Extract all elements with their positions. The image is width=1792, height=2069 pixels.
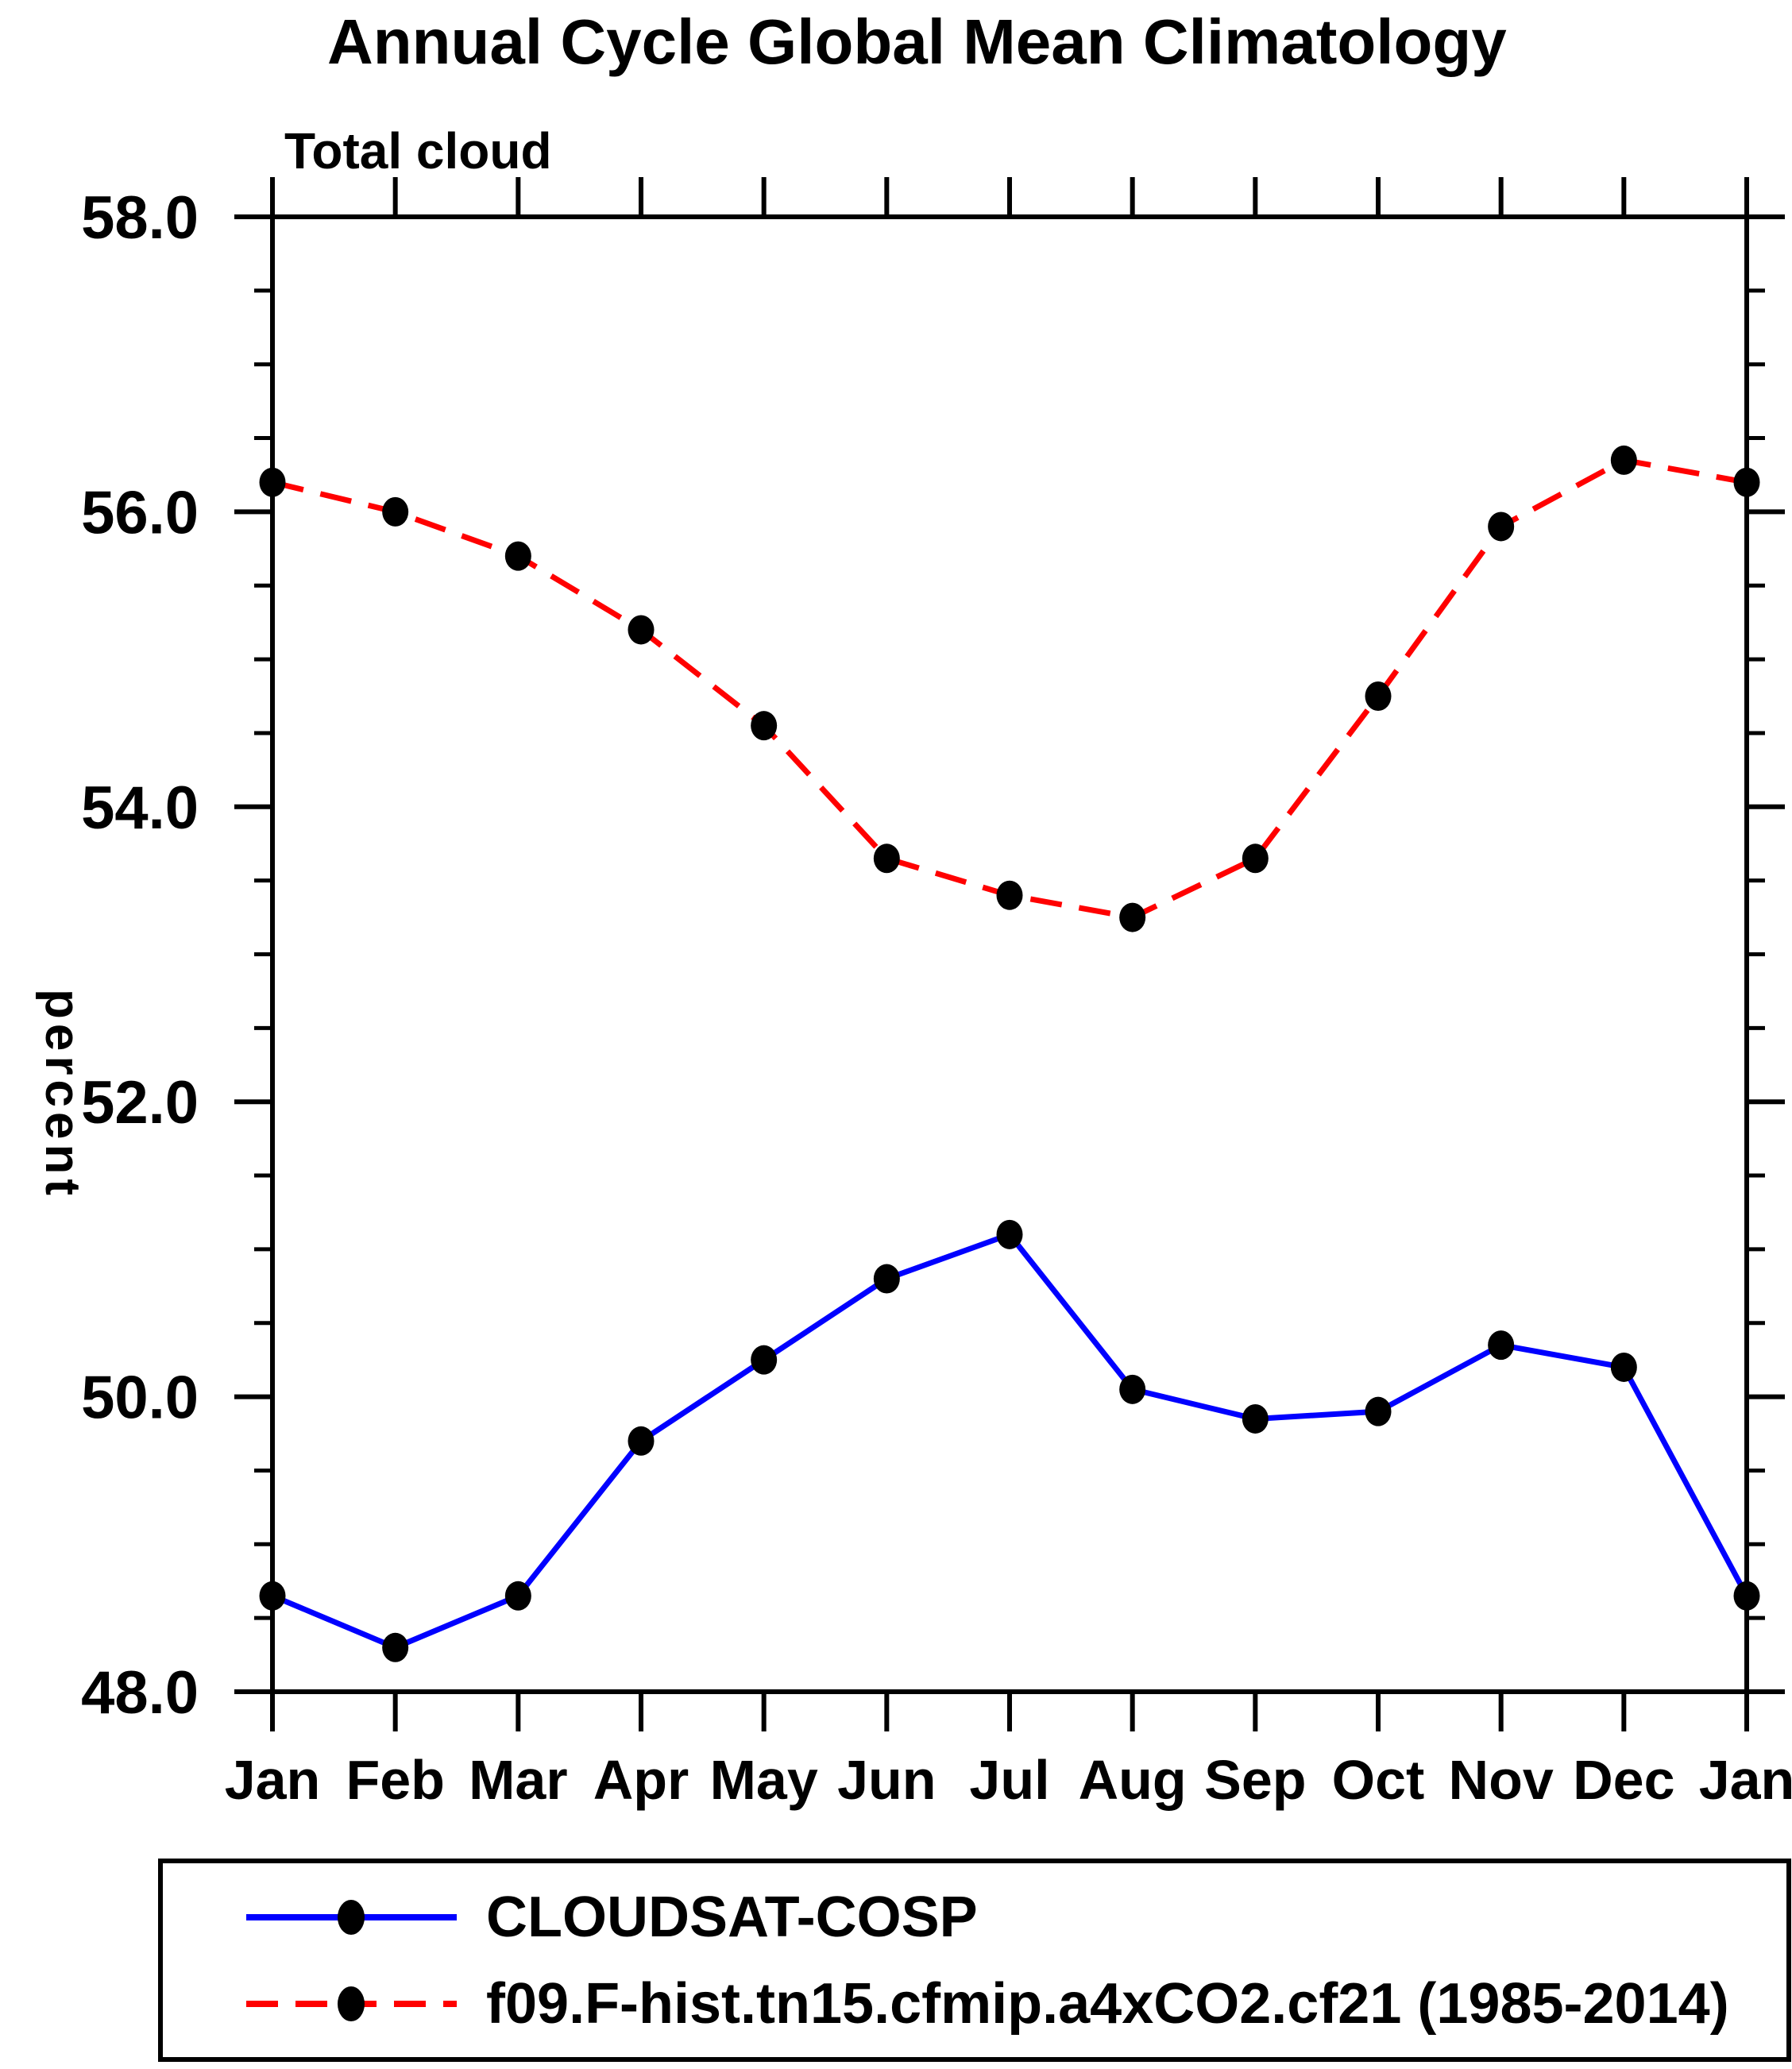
x-tick-label: Feb	[346, 1749, 444, 1811]
data-point-marker	[382, 496, 409, 527]
data-point-marker	[1610, 1352, 1637, 1382]
x-tick-label: Oct	[1332, 1749, 1425, 1811]
x-tick-label: Jan	[225, 1749, 321, 1811]
data-point-marker	[504, 541, 531, 571]
y-tick-label: 58.0	[81, 184, 199, 252]
data-point-marker	[1733, 467, 1760, 497]
data-point-marker	[1488, 511, 1515, 542]
data-point-marker	[751, 711, 778, 741]
legend-item-model: f09.F-hist.tn15.cfmip.a4xCO2.cf21 (1985-…	[246, 1972, 1729, 2036]
data-point-marker	[628, 1426, 655, 1456]
legend-marker-dot	[338, 1986, 365, 2021]
x-tick-label: Aug	[1079, 1749, 1187, 1811]
legend-label-model: f09.F-hist.tn15.cfmip.a4xCO2.cf21 (1985-…	[486, 1972, 1729, 2036]
data-point-marker	[259, 467, 286, 497]
data-point-marker	[628, 615, 655, 645]
y-axis-label: percent	[35, 989, 90, 1200]
data-point-marker	[1242, 1403, 1269, 1434]
y-tick-label: 54.0	[81, 774, 199, 842]
x-tick-label: Jun	[837, 1749, 936, 1811]
data-point-marker	[504, 1581, 531, 1611]
data-point-marker	[259, 1581, 286, 1611]
data-point-marker	[1365, 681, 1392, 712]
legend-marker-dot	[338, 1900, 365, 1935]
data-point-marker	[1365, 1396, 1392, 1426]
x-tick-label: Apr	[593, 1749, 689, 1811]
series-line-cloudsat	[271, 1231, 1750, 1651]
data-point-marker	[1610, 445, 1637, 475]
legend-label-cloudsat: CLOUDSAT-COSP	[486, 1886, 978, 1949]
series-line-model	[272, 457, 1748, 921]
x-tick-label: Jul	[969, 1749, 1049, 1811]
data-point-marker	[1488, 1330, 1515, 1361]
data-series	[259, 445, 1760, 1662]
x-tick-label: Dec	[1573, 1749, 1674, 1811]
chart-title: Annual Cycle Global Mean Climatology	[327, 6, 1507, 77]
data-point-marker	[873, 843, 900, 874]
data-point-marker	[382, 1632, 409, 1662]
axes: 48.0 50.0 52.0 54.0 56.0 58.0 Jan Feb Mar Apr May J…	[81, 177, 1792, 1811]
legend: CLOUDSAT-COSP f09.F-hist.tn15.cfmip.a4xC…	[158, 1859, 1791, 2062]
data-point-marker	[1733, 1581, 1760, 1611]
data-point-marker	[1119, 1374, 1146, 1404]
y-tick-label: 50.0	[81, 1365, 199, 1432]
x-tick-label: May	[710, 1749, 818, 1811]
data-point-marker	[873, 1264, 900, 1294]
legend-box	[158, 1859, 1791, 2062]
y-tick-label: 56.0	[81, 479, 199, 546]
y-tick-label: 52.0	[81, 1069, 199, 1137]
data-point-marker	[1119, 902, 1146, 932]
legend-item-cloudsat: CLOUDSAT-COSP	[246, 1886, 978, 1949]
chart-subtitle: Total cloud	[284, 122, 552, 179]
data-point-marker	[751, 1345, 778, 1375]
x-tick-label: Sep	[1204, 1749, 1306, 1811]
x-tick-label: Nov	[1449, 1749, 1554, 1811]
data-point-marker	[996, 880, 1023, 910]
x-tick-label: Mar	[469, 1749, 567, 1811]
data-point-marker	[1242, 843, 1269, 874]
x-tick-label: Jan	[1699, 1749, 1792, 1811]
y-tick-label: 48.0	[81, 1659, 199, 1727]
data-point-marker	[996, 1219, 1023, 1249]
